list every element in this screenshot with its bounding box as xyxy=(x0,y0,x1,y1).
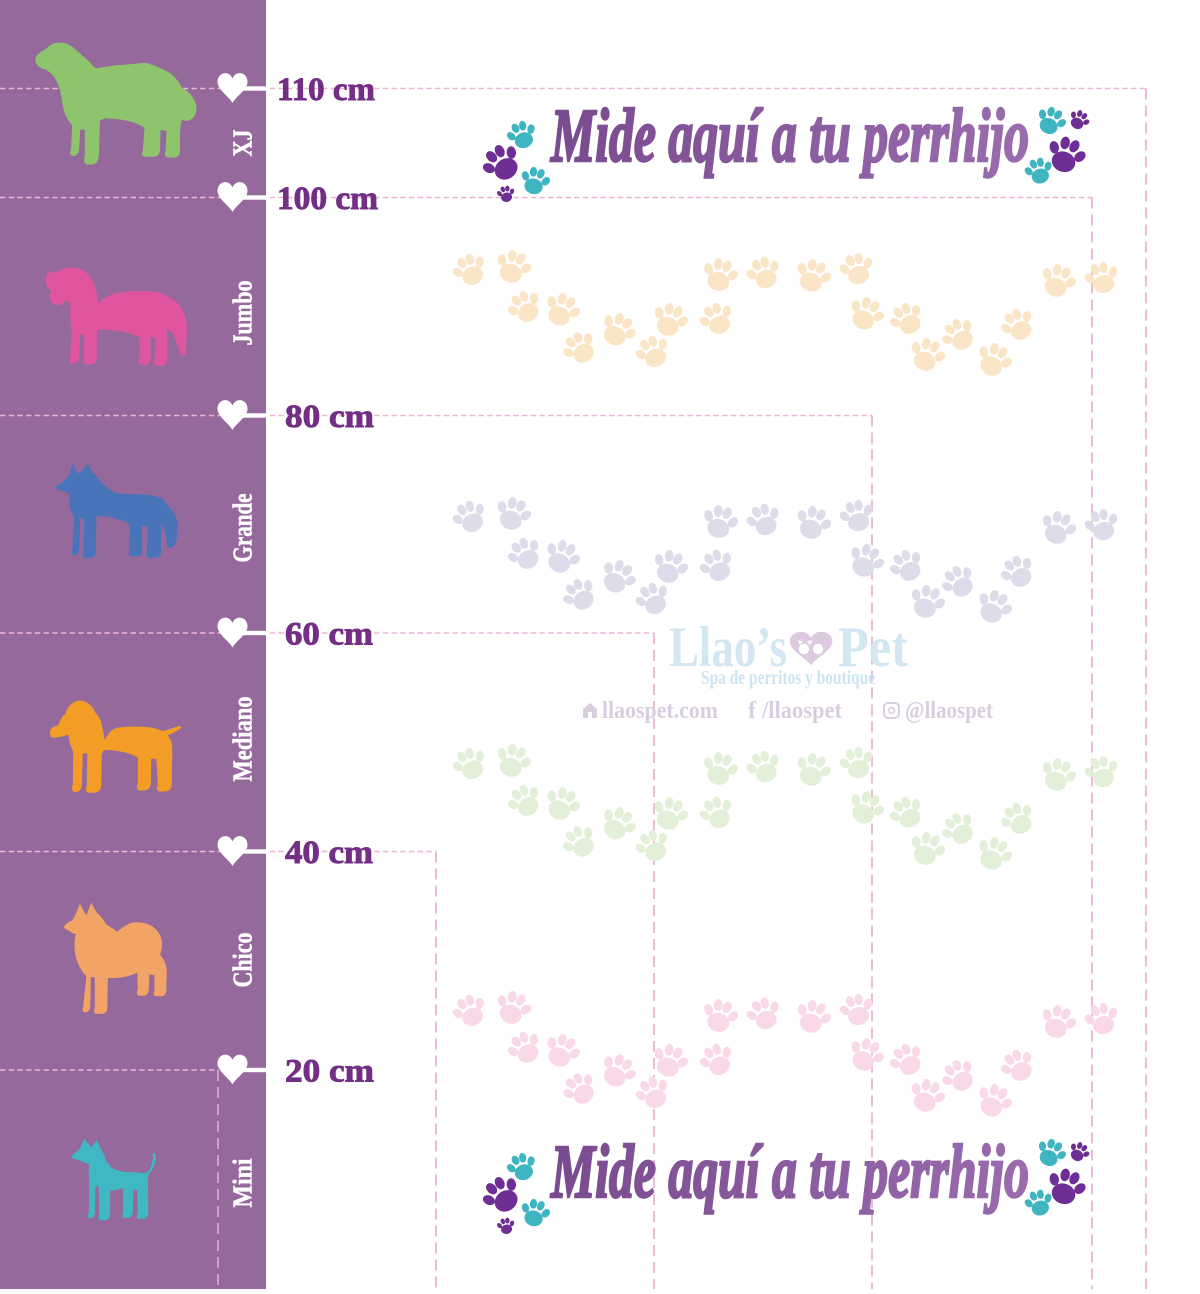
svg-text:40 cm: 40 cm xyxy=(285,835,373,871)
svg-text:Pet: Pet xyxy=(838,616,908,679)
svg-text:Grande: Grande xyxy=(228,493,258,562)
svg-text:XJ: XJ xyxy=(228,130,258,157)
svg-text:60 cm: 60 cm xyxy=(285,617,373,653)
svg-text:Mini: Mini xyxy=(228,1158,258,1207)
svg-text:110 cm: 110 cm xyxy=(277,72,375,108)
svg-text:Spa de perritos y boutique: Spa de perritos y boutique xyxy=(701,667,875,689)
svg-text:Llao’s: Llao’s xyxy=(669,616,787,679)
svg-text:Mediano: Mediano xyxy=(228,697,258,782)
svg-text:20 cm: 20 cm xyxy=(285,1054,374,1090)
svg-text:@llaospet: @llaospet xyxy=(905,698,993,724)
svg-text:Mide aquí a tu perrhijo: Mide aquí a tu perrhijo xyxy=(550,1130,1029,1214)
svg-text:Jumbo: Jumbo xyxy=(228,281,258,346)
svg-text:f: f xyxy=(748,698,757,724)
svg-text:/llaospet: /llaospet xyxy=(761,698,842,724)
svg-text:llaospet.com: llaospet.com xyxy=(602,698,718,724)
svg-text:80 cm: 80 cm xyxy=(285,399,374,435)
svg-text:Mide aquí a tu perrhijo: Mide aquí a tu perrhijo xyxy=(550,94,1029,178)
svg-text:Chico: Chico xyxy=(228,933,258,988)
svg-text:100 cm: 100 cm xyxy=(277,181,378,217)
